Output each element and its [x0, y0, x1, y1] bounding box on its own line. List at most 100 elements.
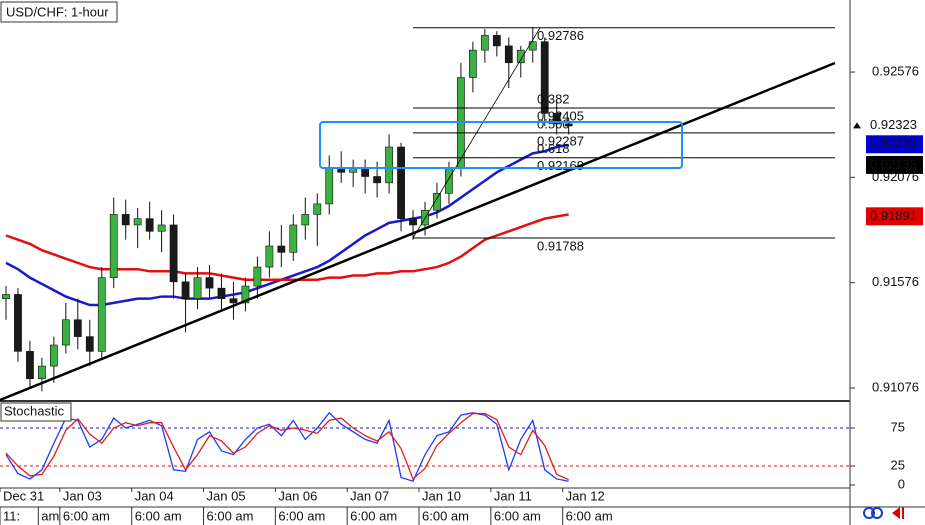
price-badge-label: 0.92135	[870, 156, 917, 171]
candle-body	[313, 203, 322, 215]
stochastic-line	[5, 412, 569, 481]
candle-body	[2, 294, 10, 299]
candle-body	[241, 285, 250, 304]
candle-body	[397, 146, 405, 219]
candle-body	[109, 214, 118, 278]
x-tick-label: Jan 12	[566, 488, 605, 503]
candle-body	[564, 123, 573, 127]
fib-price-label: 0.92405	[537, 108, 584, 123]
y-tick-label: 0	[898, 476, 905, 491]
candle-body	[169, 224, 178, 283]
y-tick-label: 0.91576	[872, 274, 919, 289]
candle-body	[361, 167, 370, 177]
candle-body	[157, 224, 166, 232]
y-tick-label: 25	[891, 457, 905, 472]
candle-body	[445, 167, 453, 194]
candle-body	[325, 167, 334, 205]
candle-body	[265, 245, 274, 268]
candle-body	[409, 218, 417, 226]
trendline	[0, 61, 836, 402]
candle-body	[49, 344, 58, 367]
stoch-title-box	[0, 402, 72, 422]
candle-body	[301, 214, 310, 226]
price-marker	[853, 122, 861, 129]
y-tick-label: 0.91076	[872, 379, 919, 394]
time-label: 6:00 am	[278, 508, 325, 523]
time-label: 6:00 am	[422, 508, 469, 523]
candle-body	[73, 319, 82, 337]
candle-body	[205, 277, 214, 289]
y-tick-label: 75	[891, 419, 905, 434]
sync-icon[interactable]	[863, 507, 883, 519]
time-label: 6:00 am	[63, 508, 110, 523]
candle-body	[97, 277, 106, 352]
candle-body	[480, 35, 489, 51]
fib-ratio-label: 0.618	[537, 141, 570, 156]
scroll-icon[interactable]	[892, 507, 904, 519]
candle-body	[14, 294, 22, 352]
candle-body	[385, 146, 393, 184]
price-badge	[866, 155, 923, 174]
price-pane: 0.92786 0.91788 0.92405 0.382 0.92287 0.500 0.…	[2, 26, 835, 392]
stochastic-pane	[0, 411, 850, 483]
candle-body	[504, 45, 513, 64]
candle-body	[373, 176, 382, 184]
y-tick-label: 0.92576	[872, 63, 919, 78]
fib-price-label: 0.92287	[537, 133, 584, 148]
candle-body	[540, 41, 549, 114]
candle-body	[528, 41, 537, 51]
candle-body	[253, 266, 262, 287]
fib-label: 0.92786	[537, 28, 584, 43]
candle-body	[145, 218, 154, 232]
x-tick-label: Jan 05	[207, 488, 246, 503]
candle-body	[277, 245, 286, 253]
candle-body	[38, 365, 46, 380]
time-label: 6:00 am	[135, 508, 182, 523]
time-label: am	[41, 508, 59, 523]
candle-body	[26, 351, 34, 380]
x-tick-label: Jan 10	[422, 488, 461, 503]
candle-body	[229, 298, 238, 304]
candle-body	[61, 319, 70, 346]
x-tick-label: Jan 04	[135, 488, 174, 503]
candle-body	[133, 218, 142, 226]
fib-ratio-label: 0.500	[537, 116, 570, 131]
stoch-title: Stochastic	[4, 403, 64, 418]
fib-ratio-label: 0.382	[537, 91, 570, 106]
fib-price-label: 0.92169	[537, 158, 584, 173]
price-badge-label: 0.91891	[870, 208, 917, 223]
candle-body	[492, 35, 501, 47]
time-label: 6:00 am	[494, 508, 541, 523]
moving-average	[5, 213, 569, 281]
candle-body	[433, 193, 441, 211]
price-badge	[866, 207, 923, 226]
fib-label: 0.91788	[537, 238, 584, 253]
x-tick-label: Dec 31	[3, 488, 44, 503]
time-label: 6:00 am	[207, 508, 254, 523]
title-box	[0, 1, 118, 23]
time-label: 6:00 am	[350, 508, 397, 523]
candle-body	[516, 49, 525, 64]
candle-body	[552, 113, 561, 125]
x-tick-label: Jan 06	[278, 488, 317, 503]
candle-body	[85, 336, 94, 352]
time-label: 6:00 am	[566, 508, 613, 523]
candle-body	[217, 287, 226, 299]
price-badge-label: 0.92323	[870, 117, 917, 132]
candle-body	[121, 214, 130, 226]
price-badge-label: 0.92233	[870, 136, 917, 151]
candle-body	[289, 224, 298, 253]
chart-title: USD/CHF: 1-hour	[6, 4, 109, 19]
candle-body	[181, 281, 190, 299]
x-tick-label: Jan 03	[63, 488, 102, 503]
time-label: 11:	[3, 508, 20, 523]
price-badge	[866, 116, 923, 135]
zone-box	[319, 121, 683, 169]
price-badge	[866, 135, 923, 154]
candle-body	[193, 277, 202, 299]
candle-body	[468, 49, 477, 78]
x-tick-label: Jan 11	[494, 488, 532, 503]
